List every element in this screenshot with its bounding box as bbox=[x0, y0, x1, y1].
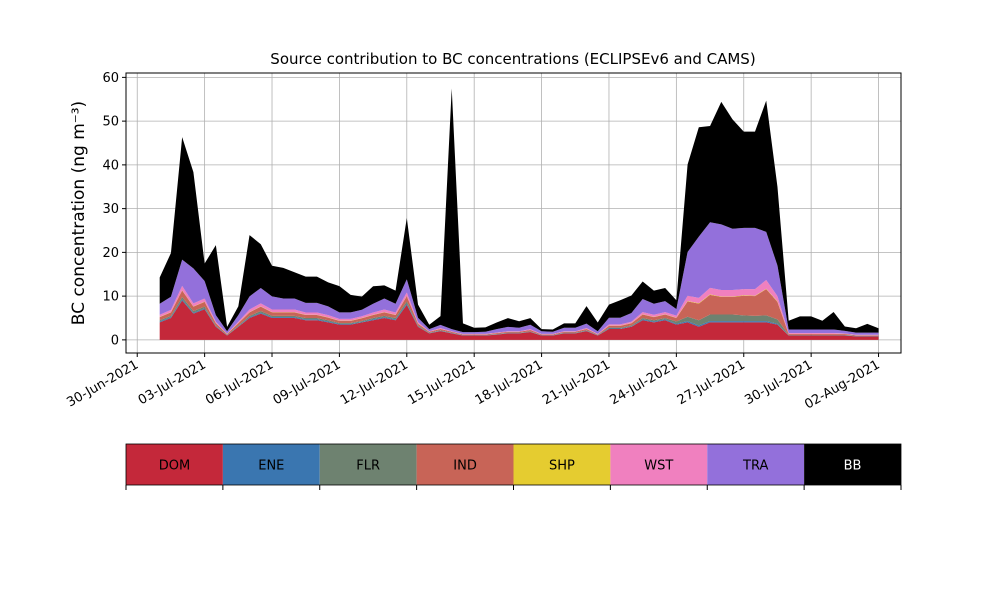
legend-swatch-bb bbox=[804, 444, 901, 485]
x-tick-label: 27-Jul-2021 bbox=[675, 357, 748, 408]
x-tick-label: 24-Jul-2021 bbox=[608, 357, 681, 408]
area-flr bbox=[159, 297, 879, 337]
y-tick-label: 50 bbox=[102, 115, 119, 130]
x-tick-label: 21-Jul-2021 bbox=[540, 357, 613, 408]
y-tick-label: 40 bbox=[102, 158, 119, 173]
legend-swatch-wst bbox=[610, 444, 708, 485]
y-tick-label: 60 bbox=[102, 71, 119, 86]
x-tick-label: 02-Aug-2021 bbox=[802, 357, 882, 412]
chart-title: Source contribution to BC concentrations… bbox=[270, 50, 755, 68]
x-tick-label: 06-Jul-2021 bbox=[203, 357, 276, 408]
legend-swatch-ene bbox=[222, 444, 320, 485]
legend-label-shp: SHP bbox=[549, 459, 575, 474]
x-axis: 30-Jun-202103-Jul-202106-Jul-202109-Jul-… bbox=[64, 353, 883, 413]
x-tick-label: 15-Jul-2021 bbox=[405, 357, 478, 408]
area-tra bbox=[159, 222, 879, 335]
x-tick-label: 18-Jul-2021 bbox=[473, 357, 546, 408]
legend-label-ene: ENE bbox=[258, 459, 284, 474]
x-tick-label: 12-Jul-2021 bbox=[338, 357, 411, 408]
legend-label-tra: TRA bbox=[742, 459, 768, 474]
legend-label-ind: IND bbox=[453, 459, 477, 474]
legend-label-dom: DOM bbox=[159, 459, 190, 474]
legend-label-wst: WST bbox=[644, 459, 673, 474]
legend-swatch-ind bbox=[416, 444, 514, 485]
y-tick-label: 30 bbox=[102, 202, 119, 217]
area-bb bbox=[159, 88, 879, 333]
area-dom bbox=[159, 300, 879, 340]
legend-label-bb: BB bbox=[844, 459, 862, 474]
legend-swatch-flr bbox=[319, 444, 417, 485]
legend-swatch-tra bbox=[707, 444, 805, 485]
y-tick-label: 10 bbox=[102, 290, 119, 305]
y-tick-label: 20 bbox=[102, 246, 119, 261]
legend-swatch-shp bbox=[513, 444, 611, 485]
area-ind bbox=[159, 289, 879, 336]
stacked-areas bbox=[159, 88, 879, 340]
y-axis: 0 10 20 30 40 50 60 bbox=[102, 71, 126, 348]
legend-label-flr: FLR bbox=[356, 459, 380, 474]
y-tick-label: 0 bbox=[111, 333, 119, 348]
x-tick-label: 03-Jul-2021 bbox=[136, 357, 209, 408]
x-tick-label: 09-Jul-2021 bbox=[271, 357, 344, 408]
grid bbox=[126, 73, 901, 353]
x-tick-label: 30-Jun-2021 bbox=[64, 357, 141, 410]
plot-frame bbox=[125, 72, 902, 354]
legend-colorbar: DOM ENE FLR IND SHP WST TRA BB bbox=[125, 443, 902, 490]
legend-swatch-dom bbox=[126, 444, 223, 485]
y-axis-label: BC concentration (ng m⁻³) bbox=[69, 101, 89, 325]
